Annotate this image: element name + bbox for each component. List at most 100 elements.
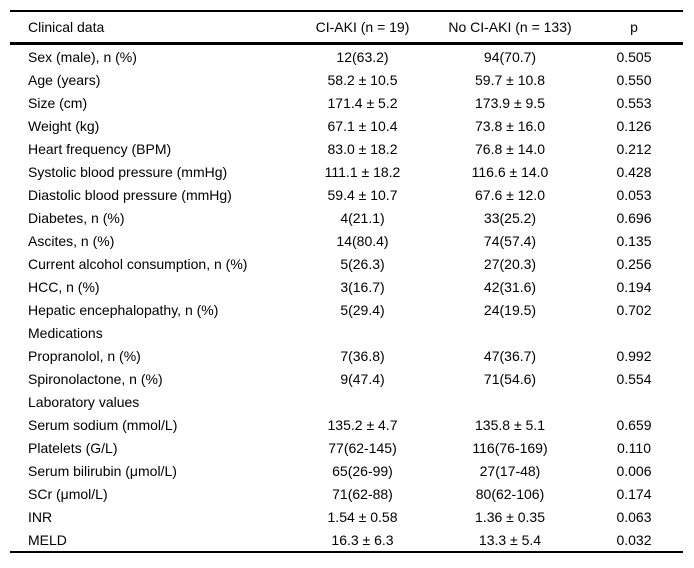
table-row: Age (years) 58.2 ± 10.5 59.7 ± 10.8 0.550: [10, 68, 683, 91]
table-row: Ascites, n (%) 14(80.4) 74(57.4) 0.135: [10, 229, 683, 252]
header-row: Clinical data CI-AKI (n = 19) No CI-AKI …: [10, 11, 683, 44]
clinical-data-table: Clinical data CI-AKI (n = 19) No CI-AKI …: [10, 10, 683, 553]
table-row: Hepatic encephalopathy, n (%) 5(29.4) 24(1…: [10, 298, 683, 321]
table-row: Diastolic blood pressure (mmHg) 59.4 ± 10…: [10, 183, 683, 206]
p-value: 0.194: [616, 278, 652, 295]
table-row: INR 1.54 ± 0.58 1.36 ± 0.35 0.063: [10, 505, 683, 528]
no-ci-aki-value: 135.8 ± 5.1: [475, 416, 545, 433]
p-value: 0.256: [616, 255, 652, 272]
p-value: 0.428: [616, 163, 652, 180]
row-label: SCr (μmol/L): [28, 485, 108, 502]
p-value: 0.992: [616, 347, 652, 364]
ci-aki-value: 77(62-145): [328, 439, 397, 456]
p-value: 0.174: [616, 485, 652, 502]
table-header: Clinical data CI-AKI (n = 19) No CI-AKI …: [10, 11, 683, 44]
p-value: 0.135: [616, 232, 652, 249]
row-label: Laboratory values: [28, 393, 140, 410]
p-value: 0.659: [616, 416, 652, 433]
table-row: Systolic blood pressure (mmHg) 111.1 ± 18…: [10, 160, 683, 183]
row-label: Age (years): [28, 71, 101, 88]
ci-aki-value: [290, 390, 435, 413]
table-row: Diabetes, n (%) 4(21.1) 33(25.2) 0.696: [10, 206, 683, 229]
p-value: 0.126: [616, 117, 652, 134]
no-ci-aki-value: 27(17-48): [479, 462, 541, 479]
p-value: 0.553: [616, 94, 652, 111]
header-clinical-data: Clinical data: [28, 19, 105, 35]
ci-aki-value: 65(26-99): [332, 462, 393, 479]
row-label: INR: [28, 508, 53, 525]
p-value: 0.702: [616, 301, 652, 318]
no-ci-aki-value: 24(19.5): [483, 301, 537, 318]
row-label: Diabetes, n (%): [28, 209, 125, 226]
p-value: 0.696: [616, 209, 652, 226]
ci-aki-value: 5(26.3): [340, 255, 385, 272]
row-label: Sex (male), n (%): [28, 48, 137, 65]
no-ci-aki-value: 73.8 ± 16.0: [475, 117, 545, 134]
row-label: HCC, n (%): [28, 278, 100, 295]
p-value: 0.505: [616, 48, 652, 65]
row-label: MELD: [28, 531, 67, 548]
no-ci-aki-value: 42(31.6): [483, 278, 537, 295]
ci-aki-value: 67.1 ± 10.4: [327, 117, 398, 134]
no-ci-aki-value: 1.36 ± 0.35: [475, 508, 545, 525]
row-label: Systolic blood pressure (mmHg): [28, 163, 228, 180]
table-row: SCr (μmol/L) 71(62-88) 80(62-106) 0.174: [10, 482, 683, 505]
ci-aki-value: 3(16.7): [340, 278, 385, 295]
table-row: Platelets (G/L) 77(62-145) 116(76-169) 0.11…: [10, 436, 683, 459]
row-label: Current alcohol consumption, n (%): [28, 255, 248, 272]
no-ci-aki-value: [435, 390, 585, 413]
ci-aki-value: 71(62-88): [332, 485, 393, 502]
table-row: Propranolol, n (%) 7(36.8) 47(36.7) 0.992: [10, 344, 683, 367]
p-value: [585, 321, 683, 344]
row-label: Serum sodium (mmol/L): [28, 416, 178, 433]
no-ci-aki-value: 59.7 ± 10.8: [475, 71, 545, 88]
p-value: 0.550: [616, 71, 652, 88]
row-label: Spironolactone, n (%): [28, 370, 163, 387]
header-p: p: [630, 19, 638, 35]
ci-aki-value: 12(63.2): [336, 48, 389, 65]
ci-aki-value: 9(47.4): [340, 370, 385, 387]
no-ci-aki-value: 76.8 ± 14.0: [475, 140, 545, 157]
section-header-row: Laboratory values: [10, 390, 683, 413]
table-row: MELD 16.3 ± 6.3 13.3 ± 5.4 0.032: [10, 528, 683, 552]
section-header-row: Medications: [10, 321, 683, 344]
table-row: HCC, n (%) 3(16.7) 42(31.6) 0.194: [10, 275, 683, 298]
ci-aki-value: 5(29.4): [340, 301, 385, 318]
ci-aki-value: 4(21.1): [340, 209, 385, 226]
header-no-ci-aki: No CI-AKI (n = 133): [448, 19, 572, 35]
no-ci-aki-value: 33(25.2): [483, 209, 537, 226]
ci-aki-value: 58.2 ± 10.5: [327, 71, 398, 88]
p-value: 0.212: [616, 140, 652, 157]
table-body: Sex (male), n (%) 12(63.2) 94(70.7) 0.505 Ag…: [10, 44, 683, 553]
row-label: Ascites, n (%): [28, 232, 115, 249]
p-value: 0.032: [616, 531, 652, 548]
no-ci-aki-value: 27(20.3): [483, 255, 537, 272]
table-row: Spironolactone, n (%) 9(47.4) 71(54.6) 0.55…: [10, 367, 683, 390]
no-ci-aki-value: 116.6 ± 14.0: [471, 163, 549, 180]
p-value: 0.110: [617, 439, 651, 456]
table-row: Heart frequency (BPM) 83.0 ± 18.2 76.8 ± 1…: [10, 137, 683, 160]
no-ci-aki-value: 173.9 ± 9.5: [475, 94, 545, 111]
row-label: Weight (kg): [28, 117, 100, 134]
header-ci-aki: CI-AKI (n = 19): [315, 19, 410, 35]
ci-aki-value: 1.54 ± 0.58: [327, 508, 398, 525]
p-value: 0.006: [616, 462, 652, 479]
row-label: Size (cm): [28, 94, 88, 111]
table-row: Serum bilirubin (μmol/L) 65(26-99) 27(17-4…: [10, 459, 683, 482]
row-label: Hepatic encephalopathy, n (%): [28, 301, 219, 318]
p-value: 0.053: [616, 186, 652, 203]
table-row: Sex (male), n (%) 12(63.2) 94(70.7) 0.505: [10, 44, 683, 69]
p-value: 0.063: [616, 508, 652, 525]
no-ci-aki-value: 94(70.7): [483, 48, 537, 65]
table-row: Current alcohol consumption, n (%) 5(26.3…: [10, 252, 683, 275]
table-row: Weight (kg) 67.1 ± 10.4 73.8 ± 16.0 0.126: [10, 114, 683, 137]
no-ci-aki-value: 74(57.4): [483, 232, 537, 249]
ci-aki-value: 83.0 ± 18.2: [327, 140, 398, 157]
table-row: Size (cm) 171.4 ± 5.2 173.9 ± 9.5 0.553: [10, 91, 683, 114]
no-ci-aki-value: [435, 321, 585, 344]
ci-aki-value: 171.4 ± 5.2: [327, 94, 398, 111]
no-ci-aki-value: 67.6 ± 12.0: [475, 186, 545, 203]
no-ci-aki-value: 47(36.7): [483, 347, 537, 364]
table-row: Serum sodium (mmol/L) 135.2 ± 4.7 135.8 ± …: [10, 413, 683, 436]
